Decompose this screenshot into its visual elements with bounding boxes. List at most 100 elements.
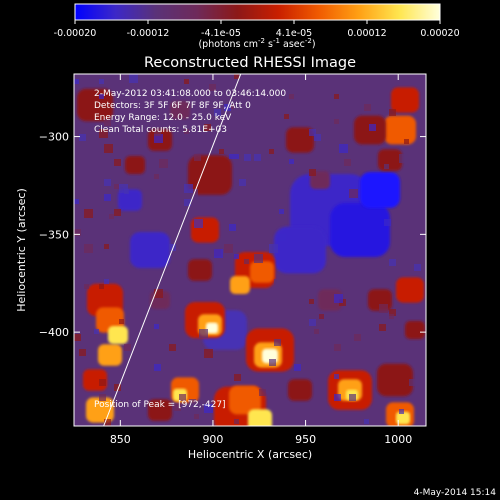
chart-title: Reconstructed RHESSI Image — [144, 55, 356, 71]
noise-pixel — [204, 124, 211, 131]
noise-pixel — [259, 89, 268, 98]
noise-pixel — [184, 184, 193, 193]
noise-pixel — [74, 199, 79, 204]
emission-blob — [396, 411, 410, 425]
noise-pixel — [119, 184, 128, 193]
noise-pixel — [279, 234, 286, 241]
colorbar-tick-label: -0.00020 — [54, 28, 97, 39]
emission-blob — [384, 115, 416, 145]
noise-pixel — [119, 319, 124, 324]
noise-pixel — [349, 394, 356, 401]
emission-blob — [130, 232, 170, 268]
noise-pixel — [154, 364, 161, 371]
noise-pixel — [389, 314, 394, 319]
noise-pixel — [419, 114, 424, 119]
noise-pixel — [279, 409, 284, 414]
noise-pixel — [104, 119, 111, 126]
noise-pixel — [259, 389, 266, 396]
noise-pixel — [279, 209, 284, 214]
noise-pixel — [284, 114, 289, 119]
noise-pixel — [214, 109, 221, 116]
noise-pixel — [104, 229, 111, 236]
emission-blob — [118, 189, 142, 211]
heatmap-blobs — [74, 74, 425, 426]
x-axis-label: Heliocentric X (arcsec) — [188, 448, 312, 461]
noise-pixel — [229, 104, 234, 109]
emission-blob — [170, 101, 190, 119]
noise-pixel — [314, 134, 321, 141]
noise-pixel — [334, 94, 339, 99]
noise-pixel — [84, 284, 89, 289]
noise-pixel — [339, 99, 346, 106]
noise-pixel — [234, 374, 241, 381]
noise-pixel — [144, 324, 153, 333]
noise-pixel — [109, 214, 114, 219]
noise-pixel — [104, 194, 111, 201]
colorbar-tick-label: -0.00012 — [127, 28, 170, 39]
noise-pixel — [154, 329, 159, 334]
x-tick-label: 950 — [295, 433, 316, 446]
noise-pixel — [154, 134, 163, 143]
noise-pixel — [239, 179, 246, 186]
noise-pixel — [389, 309, 396, 316]
noise-pixel — [124, 344, 131, 351]
y-tick-label: −350 — [39, 228, 69, 241]
noise-pixel — [194, 414, 199, 419]
footer-timestamp: 4-May-2014 15:14 — [414, 488, 497, 498]
x-tick-label: 850 — [110, 433, 131, 446]
noise-pixel — [374, 409, 379, 414]
emission-blob — [286, 127, 314, 153]
noise-pixel — [269, 359, 276, 366]
noise-pixel — [204, 349, 213, 358]
noise-pixel — [199, 329, 208, 338]
noise-pixel — [269, 149, 274, 154]
emission-blob — [360, 172, 400, 208]
noise-pixel — [389, 259, 396, 266]
noise-pixel — [244, 154, 251, 161]
noise-pixel — [104, 419, 111, 426]
noise-pixel — [189, 189, 198, 198]
noise-pixel — [129, 74, 138, 83]
noise-pixel — [234, 74, 239, 79]
colorbar-tick-label: 0.00012 — [347, 28, 386, 39]
noise-pixel — [184, 129, 189, 134]
x-tick-label: 1000 — [384, 433, 412, 446]
annotation-line: Energy Range: 12.0 - 25.0 keV — [94, 113, 232, 123]
heatmap-area — [74, 74, 426, 426]
colorbar-tick-label: 4.1e-05 — [276, 28, 312, 39]
noise-pixel — [349, 189, 358, 198]
noise-pixel — [99, 94, 104, 99]
noise-pixel — [234, 254, 239, 259]
noise-pixel — [254, 154, 261, 161]
noise-pixel — [179, 394, 186, 401]
noise-pixel — [364, 419, 369, 424]
emission-blob — [378, 149, 402, 171]
noise-pixel — [339, 144, 348, 153]
noise-pixel — [314, 279, 323, 288]
noise-pixel — [389, 109, 396, 116]
noise-pixel — [309, 169, 316, 176]
colorbar — [74, 3, 441, 21]
noise-pixel — [99, 129, 108, 138]
emission-blob — [188, 259, 212, 281]
noise-pixel — [104, 179, 111, 186]
noise-pixel — [244, 259, 249, 264]
noise-pixel — [404, 139, 409, 144]
plot-frame — [73, 73, 427, 427]
noise-pixel — [309, 129, 316, 136]
emission-blob — [248, 409, 272, 426]
noise-pixel — [399, 409, 404, 414]
noise-pixel — [114, 384, 121, 391]
y-tick-label: −400 — [39, 326, 69, 339]
noise-pixel — [99, 379, 106, 386]
colorbar-tick-label: 0.00020 — [420, 28, 459, 39]
noise-pixel — [189, 399, 196, 406]
noise-pixel — [384, 164, 389, 169]
noise-pixel — [84, 244, 93, 253]
colorbar-ticks: -0.00020 -0.00012 -4.1e-05 4.1e-05 0.00012 0.… — [54, 20, 460, 39]
emission-blob — [274, 226, 326, 274]
colorbar-unit-label: (photons cm-2 s-1 asec-2) — [198, 37, 315, 50]
emission-blob — [188, 155, 232, 195]
noise-pixel — [344, 159, 351, 166]
colorbar-tick-label: -4.1e-05 — [201, 28, 241, 39]
